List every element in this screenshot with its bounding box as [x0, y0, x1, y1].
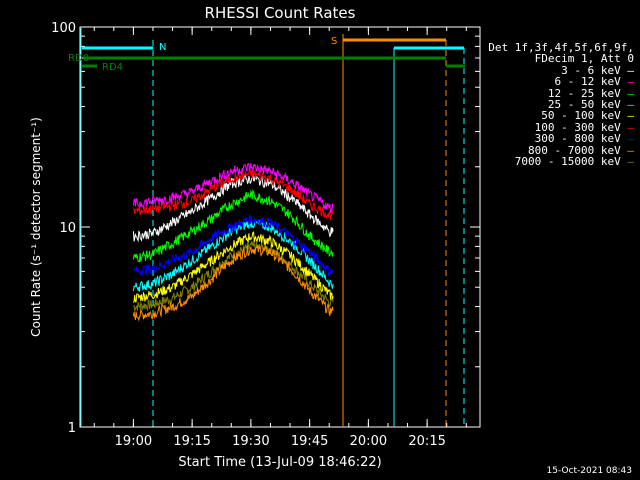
rd0-label: RD0 [68, 53, 89, 64]
x-axis-label: Start Time (13-Jul-09 18:46:22) [178, 455, 381, 470]
series-line [132, 168, 334, 221]
legend-swatch: — [627, 109, 634, 123]
series-line [132, 189, 334, 262]
timestamp: 15-Oct-2021 08:43 [546, 466, 632, 476]
legend-swatch: — [627, 120, 634, 134]
legend-swatch: — [627, 63, 634, 77]
x-tick-label: 20:15 [408, 434, 445, 449]
chart-title: RHESSI Count Rates [205, 4, 356, 22]
legend-header-line: FDecim 1, Att 0 [534, 52, 634, 66]
y-tick-label: 100 [51, 21, 76, 36]
legend-entry-label: 3 - 6 keV [561, 63, 628, 77]
legend-swatch: — [627, 155, 634, 169]
legend-swatch: — [627, 143, 634, 157]
legend-entry-label: 800 - 7000 keV [528, 143, 628, 157]
legend-entry-label: 7000 - 15000 keV [514, 155, 628, 169]
legend-header-line: Det 1f,3f,4f,5f,6f,9f, [488, 41, 634, 54]
x-tick-label: 19:30 [232, 434, 269, 449]
y-tick-label: 10 [59, 221, 76, 236]
legend-entry-label: 100 - 300 keV [534, 120, 628, 134]
legend-swatch: — [627, 86, 634, 100]
legend-entry: 6 - 12 keV — [484, 76, 634, 87]
legend-entry: 100 - 300 keV — [484, 122, 634, 133]
series-line [132, 231, 334, 303]
y-tick-label: 1 [68, 421, 76, 436]
legend-swatch: — [627, 132, 634, 146]
y-axis-label: Count Rate (s⁻¹ detector segment⁻¹) [29, 117, 43, 337]
legend-entry: 300 - 800 keV — [484, 133, 634, 144]
legend-swatch: — [627, 98, 634, 112]
legend-entry: 12 - 25 keV — [484, 86, 634, 100]
legend-entry: 800 - 7000 keV — [484, 143, 634, 157]
legend-swatch: — [627, 75, 634, 89]
legend-entry-label: 25 - 50 keV [547, 98, 628, 112]
x-tick-label: 19:00 [115, 434, 152, 449]
legend-entry: 25 - 50 keV — [484, 99, 634, 110]
legend-entry-label: 6 - 12 keV [554, 75, 628, 89]
x-tick-label: 20:00 [350, 434, 387, 449]
legend-entry-label: 12 - 25 keV [547, 86, 628, 100]
series-line [133, 240, 334, 313]
series-line [132, 174, 334, 243]
x-tick-label: 19:15 [173, 434, 210, 449]
rd4-label: RD4 [102, 62, 123, 73]
plot-frame [79, 26, 481, 428]
legend-entry-label: 300 - 800 keV [534, 132, 628, 146]
night-marker-label: N [159, 42, 166, 53]
x-tick-label: 19:45 [291, 434, 328, 449]
series-line [132, 245, 334, 322]
saa-marker-label: S [331, 36, 337, 47]
legend-entry: 3 - 6 keV — [484, 65, 634, 76]
legend-entry-label: 50 - 100 keV [541, 109, 628, 123]
series-line [132, 162, 334, 214]
legend: Det 1f,3f,4f,5f,6f,9f, FDecim 1, Att 0 3… [484, 41, 634, 168]
legend-entry: 50 - 100 keV — [484, 110, 634, 121]
series-line [132, 214, 334, 277]
legend-entry: 7000 - 15000 keV — [484, 156, 634, 167]
